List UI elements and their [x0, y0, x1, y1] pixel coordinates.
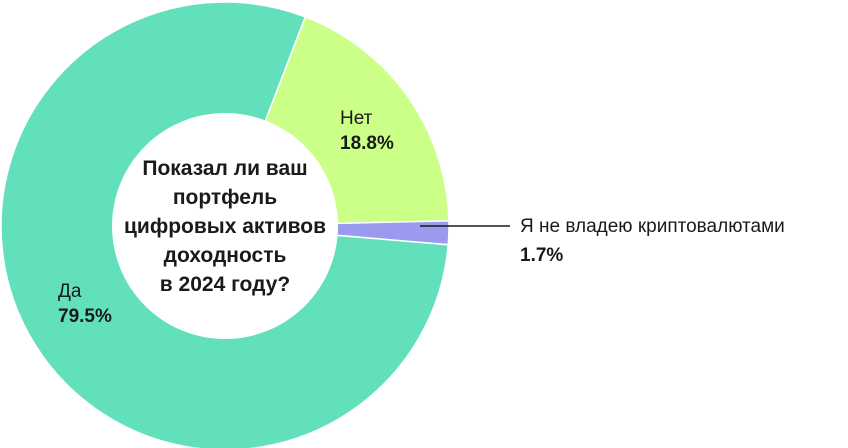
- label-none-name: Я не владею криптовалютами: [520, 216, 785, 237]
- donut-hole: [112, 113, 338, 339]
- chart-title-line: цифровых активов: [124, 215, 326, 238]
- chart-title-line: в 2024 году?: [160, 273, 290, 296]
- chart-title-line: портфель: [173, 186, 277, 209]
- label-net-value: 18.8%: [340, 133, 394, 154]
- chart-title-line: Показал ли ваш: [142, 157, 307, 180]
- label-none-value: 1.7%: [520, 245, 563, 266]
- label-da-name: Да: [58, 281, 82, 302]
- chart-title: Показал ли ваш портфель цифровых активов до…: [124, 157, 326, 296]
- label-da-value: 79.5%: [58, 306, 112, 327]
- chart-title-line: доходность: [164, 244, 287, 267]
- label-net-name: Нет: [340, 108, 373, 129]
